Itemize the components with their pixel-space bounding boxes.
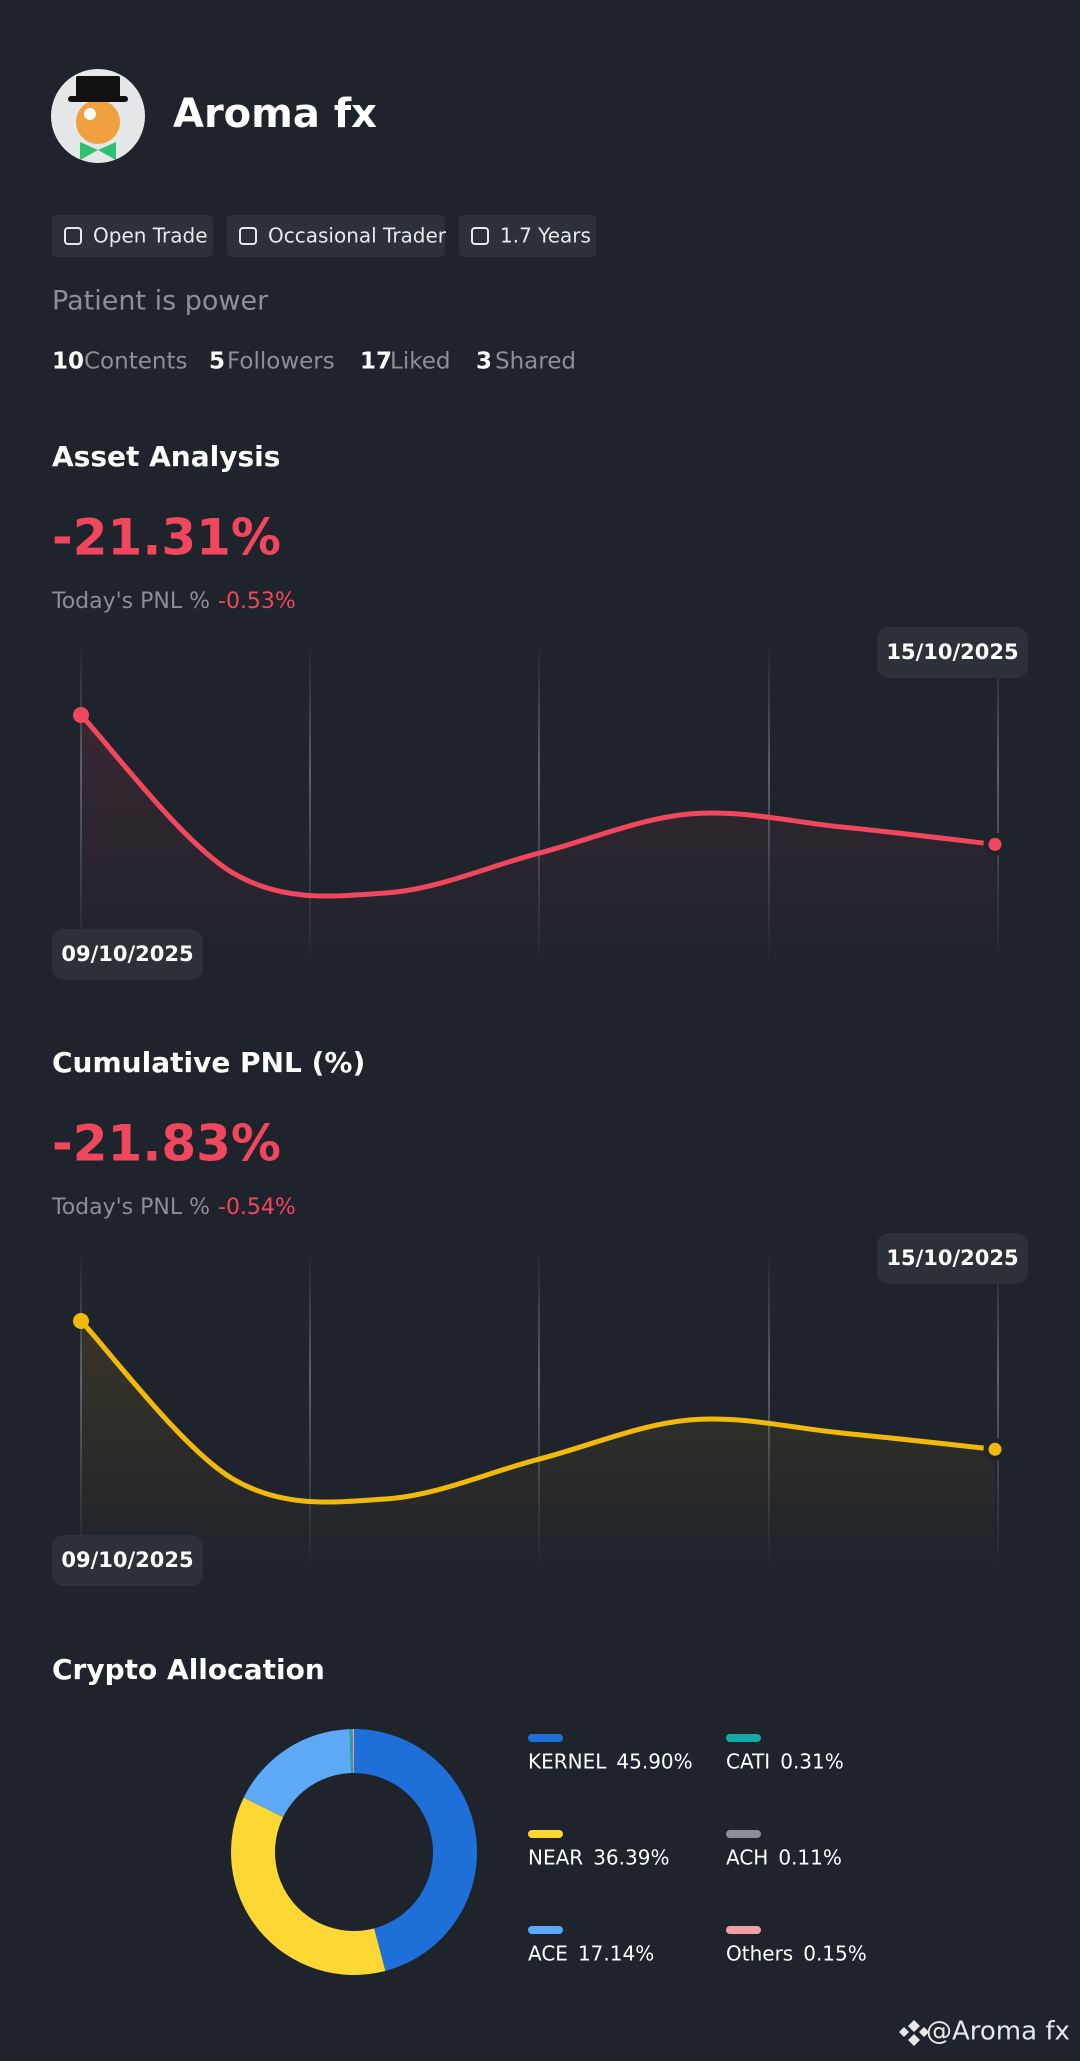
legend-label: Others bbox=[726, 1942, 793, 1966]
grid-line bbox=[309, 643, 311, 965]
legend-label: ACH bbox=[726, 1846, 768, 1870]
today-value: -0.53% bbox=[218, 589, 296, 614]
donut-segment bbox=[352, 1729, 354, 1774]
stat-label: Followers bbox=[227, 349, 335, 375]
headline-value: -21.83% bbox=[52, 1115, 281, 1173]
legend-value: 36.39% bbox=[593, 1846, 669, 1870]
tag-icon bbox=[239, 227, 257, 245]
legend-swatch bbox=[528, 1734, 563, 1742]
tag-chip bbox=[52, 215, 213, 257]
stat-label: Liked bbox=[390, 349, 450, 375]
avatar bbox=[51, 69, 145, 163]
grid-line bbox=[997, 1249, 999, 1571]
legend-value: 0.31% bbox=[780, 1750, 844, 1774]
legend-label: CATI bbox=[726, 1750, 770, 1774]
date-tag bbox=[877, 1233, 1028, 1284]
donut-segment bbox=[351, 1729, 354, 1774]
section-title: Asset Analysis bbox=[52, 440, 280, 473]
legend-label: KERNEL bbox=[528, 1750, 607, 1774]
stat-label: Shared bbox=[495, 349, 576, 375]
donut-segment bbox=[349, 1729, 353, 1774]
grid-line bbox=[309, 1249, 311, 1571]
end-point bbox=[73, 707, 89, 723]
legend-swatch bbox=[726, 1926, 761, 1934]
watermark: @Aroma fx bbox=[926, 2017, 1070, 2047]
tag-label: Occasional Trader bbox=[268, 224, 447, 248]
date-tag bbox=[52, 1535, 203, 1586]
legend-value: 0.11% bbox=[778, 1846, 842, 1870]
tag-chip bbox=[227, 215, 445, 257]
grid-line bbox=[538, 643, 540, 965]
headline-value: -21.31% bbox=[52, 509, 281, 567]
tag-icon bbox=[471, 227, 489, 245]
tag-label: Open Trade bbox=[93, 224, 208, 248]
area bbox=[81, 715, 995, 965]
legend-swatch bbox=[528, 1830, 563, 1838]
end-point bbox=[73, 1313, 89, 1329]
stat-count: 3 bbox=[476, 349, 492, 375]
stat-label: Contents bbox=[84, 349, 187, 375]
line bbox=[79, 713, 996, 899]
section-title: Cumulative PNL (%) bbox=[52, 1046, 365, 1079]
date-label: 15/10/2025 bbox=[886, 640, 1018, 664]
end-point bbox=[983, 832, 1007, 856]
legend-swatch bbox=[528, 1926, 563, 1934]
legend-value: 17.14% bbox=[578, 1942, 654, 1966]
tag-label: 1.7 Years bbox=[500, 224, 591, 248]
legend-value: 45.90% bbox=[616, 1750, 692, 1774]
stat-count: 17 bbox=[360, 349, 392, 375]
watermark-logo bbox=[899, 2020, 929, 2046]
grid-line bbox=[768, 1249, 770, 1571]
date-tag bbox=[52, 929, 203, 980]
legend-swatch bbox=[726, 1830, 761, 1838]
donut-segment bbox=[243, 1729, 352, 1818]
tag-icon bbox=[64, 227, 82, 245]
profile-name: Aroma fx bbox=[173, 91, 377, 137]
grid-line bbox=[768, 643, 770, 965]
legend-swatch bbox=[726, 1734, 761, 1742]
stat-count: 5 bbox=[209, 349, 225, 375]
today-label: Today's PNL % bbox=[51, 1195, 210, 1220]
date-label: 09/10/2025 bbox=[61, 1548, 193, 1572]
legend-label: ACE bbox=[528, 1942, 568, 1966]
date-tag bbox=[877, 627, 1028, 678]
section-title: Crypto Allocation bbox=[52, 1653, 325, 1686]
today-value: -0.54% bbox=[218, 1195, 296, 1220]
grid-line bbox=[997, 643, 999, 965]
legend-label: NEAR bbox=[528, 1846, 583, 1870]
end-point bbox=[983, 1437, 1007, 1461]
legend-value: 0.15% bbox=[803, 1942, 867, 1966]
stat-count: 10 bbox=[52, 349, 84, 375]
today-label: Today's PNL % bbox=[51, 589, 210, 614]
date-label: 15/10/2025 bbox=[886, 1246, 1018, 1270]
date-label: 09/10/2025 bbox=[61, 942, 193, 966]
tag-chip bbox=[459, 215, 596, 257]
line bbox=[79, 1319, 996, 1505]
donut-segment bbox=[231, 1797, 386, 1975]
area bbox=[81, 1321, 995, 1571]
grid-line bbox=[538, 1249, 540, 1571]
bio: Patient is power bbox=[52, 286, 269, 317]
donut-segment bbox=[354, 1729, 477, 1971]
